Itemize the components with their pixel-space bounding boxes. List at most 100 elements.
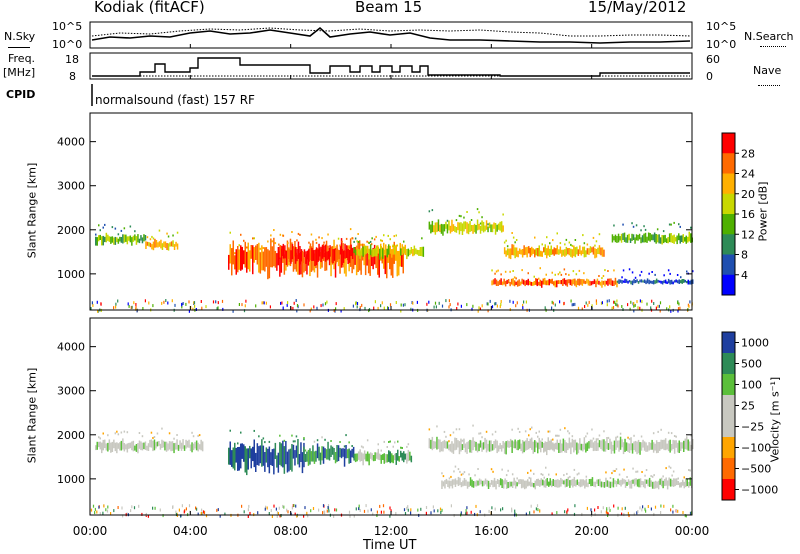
power-echo-cell — [125, 234, 127, 242]
velocity-echo-cell — [282, 440, 284, 468]
velocity-echo-cell — [558, 480, 561, 488]
velocity-echo-cell — [531, 437, 533, 450]
power-echo-cell — [643, 233, 645, 243]
power-echo-cell — [565, 238, 568, 241]
power-echo-cell — [389, 303, 392, 307]
velocity-echo-cell — [538, 430, 540, 433]
velocity-echo-cell — [449, 443, 452, 452]
power-echo-cell — [515, 304, 517, 308]
velocity-echo-cell — [282, 504, 284, 508]
velocity-echo-cell — [175, 510, 177, 514]
power-echo-cell — [592, 246, 595, 255]
velocity-colorbar-tick-label: 500 — [741, 358, 762, 371]
velocity-echo-cell — [404, 453, 406, 460]
power-echo-cell — [568, 273, 570, 276]
power-echo-cell — [662, 235, 665, 244]
velocity-echo-cell — [517, 440, 519, 451]
velocity-echo-cell — [476, 443, 479, 453]
power-echo-cell — [366, 245, 369, 254]
velocity-echo-cell — [400, 446, 402, 449]
power-echo-cell — [232, 240, 234, 265]
velocity-echo-cell — [547, 430, 549, 433]
velocity-echo-cell — [505, 474, 508, 477]
power-echo-cell — [303, 249, 306, 258]
power-echo-cell — [377, 251, 379, 275]
velocity-echo-cell — [517, 427, 519, 430]
power-echo-cell — [229, 231, 231, 234]
power-echo-cell — [149, 242, 152, 248]
power-echo-cell — [449, 225, 452, 234]
velocity-echo-cell — [555, 473, 557, 476]
power-echo-cell — [151, 235, 153, 238]
velocity-echo-cell — [294, 440, 296, 443]
power-echo-cell — [481, 216, 483, 219]
velocity-echo-cell — [686, 478, 688, 487]
velocity-echo-cell — [322, 446, 325, 464]
velocity-echo-cell — [279, 442, 281, 465]
velocity-echo-cell — [250, 448, 252, 469]
power-echo-cell — [495, 302, 497, 306]
velocity-echo-cell — [647, 505, 649, 508]
power-echo-cell — [339, 244, 341, 247]
power-echo-cell — [514, 241, 516, 244]
velocity-echo-cell — [506, 440, 509, 448]
power-echo-cell — [507, 279, 510, 284]
velocity-echo-cell — [635, 470, 637, 473]
power-echo-cell — [98, 224, 100, 227]
power-echo-cell — [583, 242, 586, 245]
velocity-echo-cell — [232, 447, 234, 469]
power-echo-cell — [341, 240, 343, 243]
velocity-echo-cell — [466, 506, 468, 510]
power-echo-cell — [317, 249, 319, 262]
velocity-echo-cell — [358, 504, 360, 508]
power-echo-cell — [172, 234, 174, 237]
velocity-echo-cell — [315, 450, 317, 462]
power-echo-cell — [163, 241, 165, 248]
power-echo-cell — [368, 242, 370, 244]
power-echo-cell — [322, 303, 324, 307]
power-echo-cell — [96, 300, 98, 304]
power-echo-cell — [535, 248, 537, 256]
power-echo-cell — [486, 302, 488, 306]
velocity-echo-cell — [534, 480, 536, 490]
velocity-echo-cell — [455, 438, 458, 450]
power-echo-cell — [472, 304, 474, 308]
velocity-echo-cell — [461, 444, 464, 450]
velocity-echo-cell — [502, 507, 504, 511]
velocity-echo-cell — [633, 478, 636, 487]
power-echo-cell — [397, 250, 399, 258]
velocity-echo-cell — [106, 509, 109, 513]
velocity-echo-cell — [535, 431, 537, 434]
power-echo-cell — [140, 235, 142, 241]
power-echo-cell — [574, 239, 577, 241]
velocity-echo-cell — [367, 509, 369, 513]
power-echo-cell — [573, 245, 575, 257]
power-echo-cell — [607, 278, 609, 286]
power-echo-cell — [580, 250, 583, 256]
velocity-echo-cell — [542, 479, 544, 486]
time-tick-label: 16:00 — [474, 524, 509, 538]
velocity-echo-cell — [145, 512, 147, 516]
velocity-echo-cell — [547, 437, 549, 450]
power-ytick-label: 4000 — [57, 136, 85, 149]
power-echo-cell — [216, 307, 218, 311]
power-echo-cell — [323, 241, 325, 244]
velocity-echo-cell — [662, 480, 664, 489]
velocity-echo-cell — [639, 478, 642, 488]
power-echo-cell — [494, 302, 496, 306]
velocity-ytick-label: 2000 — [57, 429, 85, 442]
velocity-echo-cell — [291, 434, 293, 437]
velocity-echo-cell — [565, 442, 568, 453]
velocity-echo-cell — [623, 479, 625, 484]
power-ytick-label: 1000 — [57, 268, 85, 281]
power-echo-cell — [487, 309, 489, 313]
power-echo-cell — [297, 232, 300, 235]
power-echo-cell — [692, 270, 694, 273]
velocity-echo-cell — [443, 430, 446, 433]
power-echo-cell — [500, 221, 503, 233]
velocity-echo-cell — [475, 480, 478, 487]
power-echo-cell — [200, 300, 202, 303]
power-echo-cell — [612, 306, 615, 309]
velocity-echo-cell — [451, 441, 453, 453]
power-echo-cell — [639, 274, 641, 277]
